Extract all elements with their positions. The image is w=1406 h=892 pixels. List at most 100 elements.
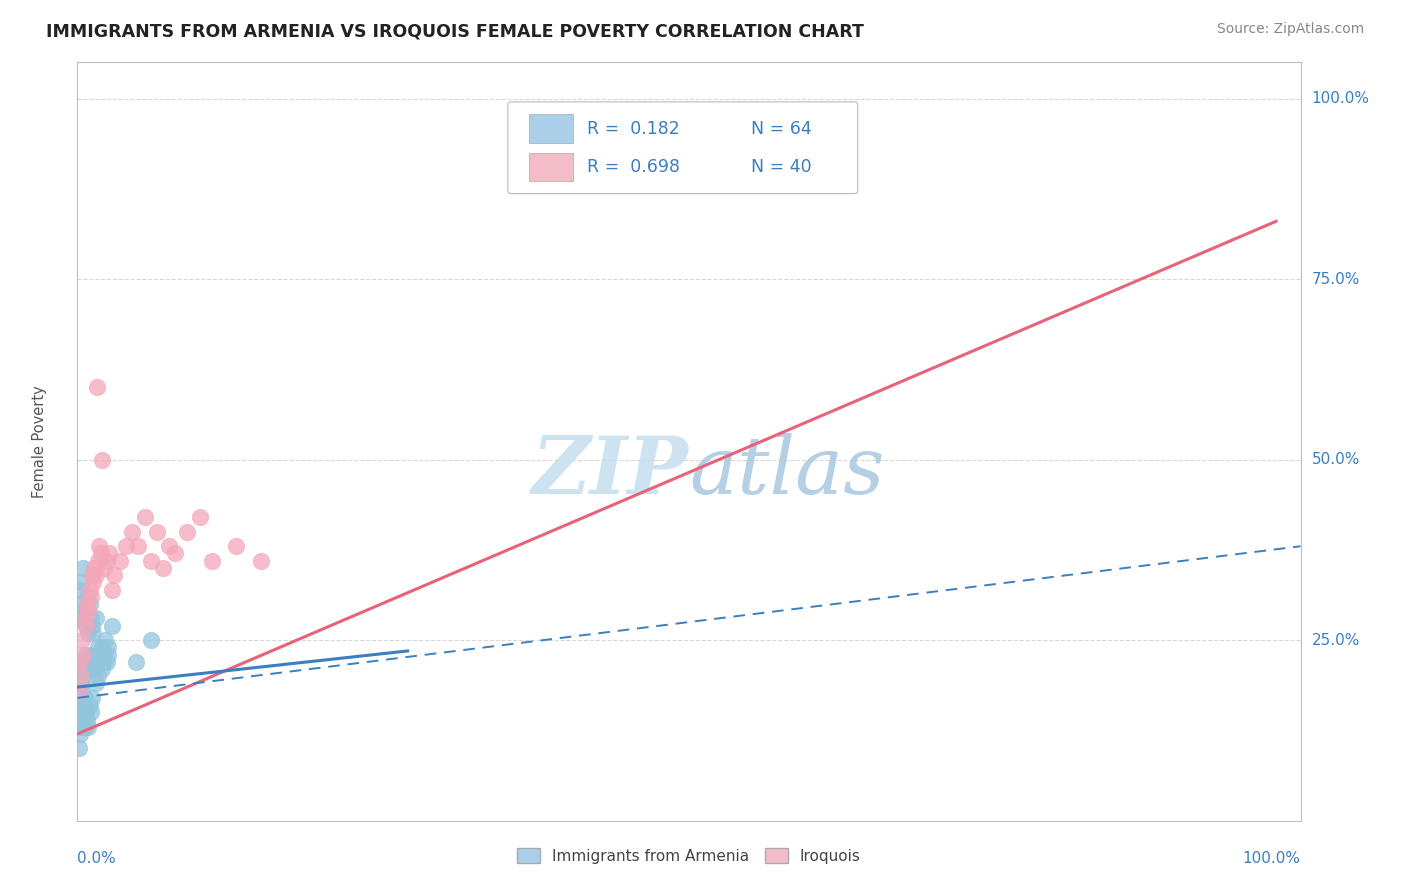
Point (97, 648, 120, 662)
Point (72, 662, 94, 676)
Point (91, 655, 114, 669)
Point (79, 582, 101, 597)
Point (84, 611, 107, 625)
Point (70, 669, 93, 683)
Point (76, 597, 98, 611)
Point (82, 575, 104, 590)
Point (96, 655, 118, 669)
Point (108, 554, 131, 568)
Text: 75.0%: 75.0% (1312, 271, 1360, 286)
Point (80, 590, 103, 604)
Point (165, 546, 187, 560)
Point (67, 690, 90, 705)
Point (90, 546, 112, 560)
Text: IMMIGRANTS FROM ARMENIA VS IROQUOIS FEMALE POVERTY CORRELATION CHART: IMMIGRANTS FROM ARMENIA VS IROQUOIS FEMA… (46, 22, 865, 40)
Point (103, 568, 125, 582)
Legend: Immigrants from Armenia, Iroquois: Immigrants from Armenia, Iroquois (510, 842, 868, 870)
Point (75, 648, 97, 662)
Point (73, 690, 96, 705)
Point (75, 618, 97, 632)
Point (72, 713, 94, 727)
Text: atlas: atlas (689, 434, 884, 510)
Point (70, 676, 93, 690)
Point (73, 611, 96, 625)
Text: Female Poverty: Female Poverty (32, 385, 46, 498)
Point (121, 524, 143, 539)
Point (97, 640, 120, 655)
Text: 100.0%: 100.0% (1312, 91, 1369, 106)
Point (90, 640, 112, 655)
Point (70, 706, 93, 720)
FancyBboxPatch shape (529, 114, 572, 143)
Point (70, 720, 93, 734)
Point (69, 727, 91, 741)
Point (83, 561, 105, 575)
Point (79, 597, 101, 611)
Point (87, 554, 110, 568)
Point (80, 690, 103, 705)
Point (70, 597, 93, 611)
Point (73, 720, 96, 734)
Point (225, 539, 247, 553)
Text: 50.0%: 50.0% (1312, 452, 1360, 467)
Point (93, 648, 115, 662)
Point (77, 720, 100, 734)
Point (77, 662, 100, 676)
Point (69, 655, 91, 669)
Point (77, 604, 100, 618)
Point (80, 655, 103, 669)
Point (76, 655, 98, 669)
Point (73, 655, 96, 669)
Point (188, 510, 211, 524)
Point (100, 582, 122, 597)
Point (83, 655, 105, 669)
Point (75, 618, 97, 632)
Point (69, 582, 91, 597)
Text: 25.0%: 25.0% (1312, 632, 1360, 648)
FancyBboxPatch shape (508, 102, 858, 194)
Point (152, 561, 174, 575)
Point (84, 568, 107, 582)
Point (98, 546, 121, 560)
Point (80, 568, 103, 582)
Point (250, 554, 273, 568)
Point (125, 655, 148, 669)
Point (176, 524, 198, 539)
Point (86, 380, 108, 394)
Text: Source: ZipAtlas.com: Source: ZipAtlas.com (1216, 22, 1364, 37)
Point (76, 590, 98, 604)
Point (69, 698, 91, 712)
Point (139, 633, 162, 648)
Point (80, 618, 103, 632)
Point (79, 655, 101, 669)
Point (90, 655, 112, 669)
Text: N = 64: N = 64 (751, 120, 813, 137)
Point (72, 604, 94, 618)
Text: 100.0%: 100.0% (1243, 851, 1301, 866)
Text: R =  0.182: R = 0.182 (588, 120, 681, 137)
Point (80, 611, 103, 625)
Text: ZIP: ZIP (531, 434, 689, 510)
Point (87, 669, 110, 683)
Point (73, 611, 96, 625)
Point (67, 741, 90, 756)
Point (67, 713, 90, 727)
Point (70, 575, 93, 590)
Point (93, 561, 115, 575)
Point (70, 683, 93, 698)
Text: R =  0.698: R = 0.698 (588, 158, 681, 176)
Point (82, 662, 104, 676)
Point (76, 713, 98, 727)
Point (84, 648, 107, 662)
Point (80, 648, 103, 662)
Point (89, 539, 111, 553)
Point (94, 633, 117, 648)
Point (100, 618, 122, 632)
Point (96, 554, 118, 568)
Point (90, 662, 112, 676)
Point (67, 683, 90, 698)
Point (70, 611, 93, 625)
Point (70, 633, 93, 648)
Point (89, 648, 111, 662)
Point (82, 626, 104, 640)
